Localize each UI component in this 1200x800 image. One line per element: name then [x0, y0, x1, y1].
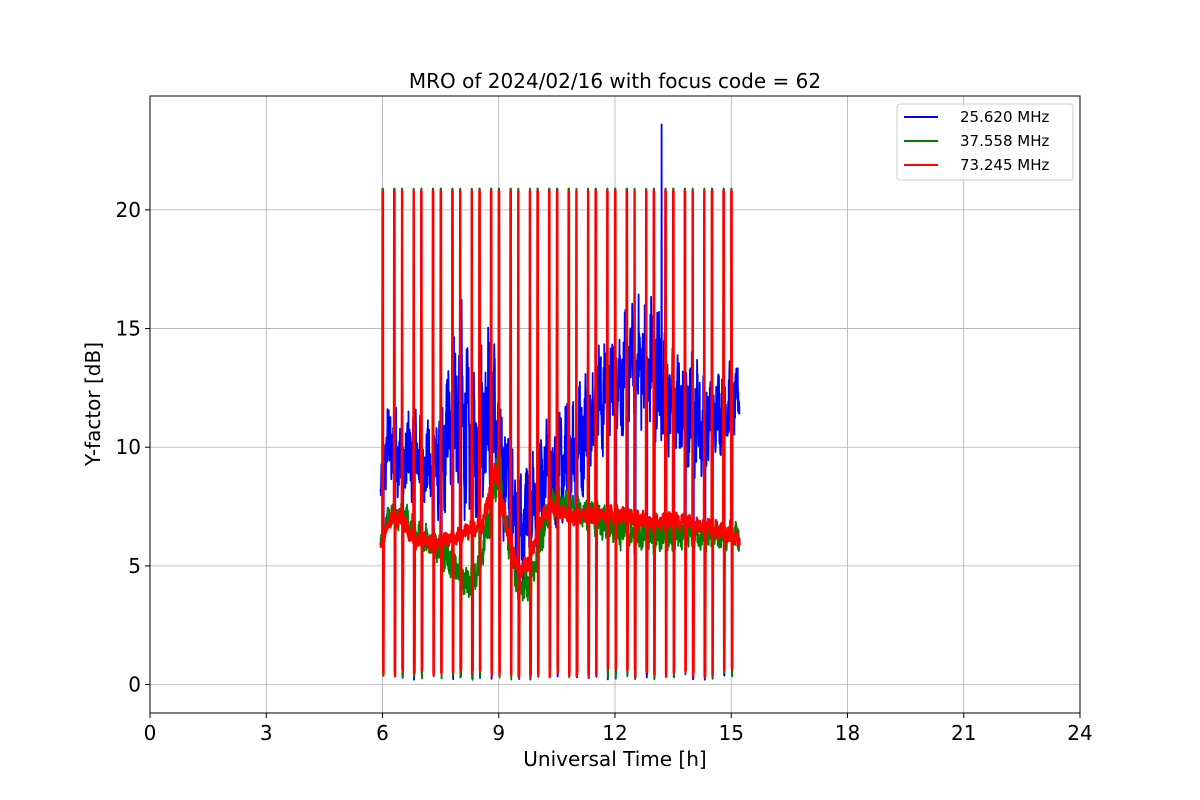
x-ticks: 0 3 6 9 12 15 18 21 24 [144, 713, 1093, 745]
x-tick-label-0: 0 [144, 721, 157, 745]
legend-box [896, 103, 1074, 181]
y-tick-label-2: 10 [116, 435, 141, 459]
x-tick-label-2: 6 [376, 721, 389, 745]
legend-label-2: 73.245 MHz [960, 156, 1049, 174]
x-axis-label: Universal Time [h] [523, 747, 706, 771]
chart-title: MRO of 2024/02/16 with focus code = 62 [409, 69, 821, 93]
y-tick-label-3: 15 [116, 317, 141, 341]
y-ticks: 0 5 10 15 20 [116, 198, 150, 697]
series-layer [379, 123, 741, 681]
y-tick-label-0: 0 [128, 673, 141, 697]
x-tick-label-5: 15 [719, 721, 744, 745]
legend: 25.620 MHz 37.558 MHz 73.245 MHz [896, 103, 1074, 181]
x-tick-label-1: 3 [260, 721, 273, 745]
y-tick-label-1: 5 [128, 554, 141, 578]
x-tick-label-4: 12 [602, 721, 627, 745]
x-tick-label-7: 21 [951, 721, 976, 745]
legend-label-0: 25.620 MHz [960, 108, 1049, 126]
x-tick-label-8: 24 [1067, 721, 1092, 745]
legend-label-1: 37.558 MHz [960, 132, 1049, 150]
y-axis-label: Y-factor [dB] [81, 342, 105, 467]
x-tick-label-6: 18 [835, 721, 860, 745]
x-tick-label-3: 9 [492, 721, 505, 745]
series-line-2 [379, 189, 741, 679]
y-tick-label-4: 20 [116, 198, 141, 222]
